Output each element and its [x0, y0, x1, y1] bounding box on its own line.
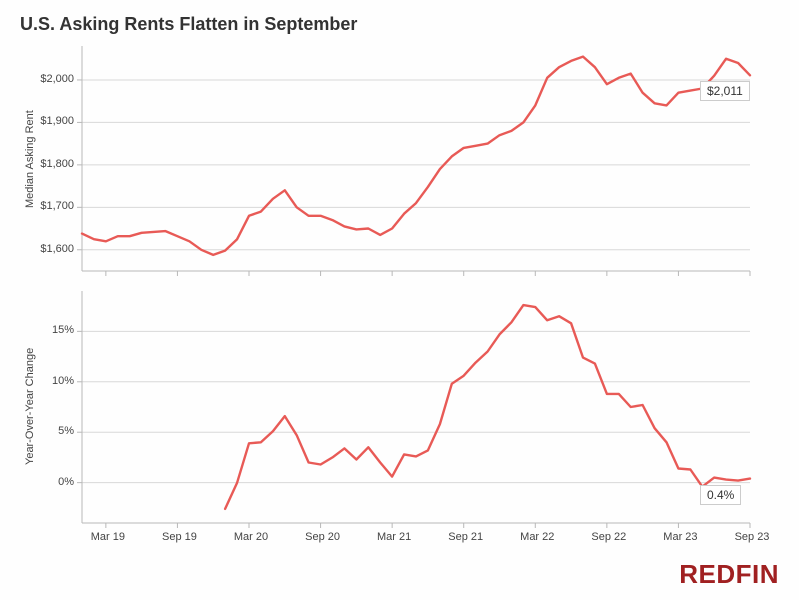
y-tick-label: $1,900 [40, 115, 74, 127]
y-tick-label: 0% [58, 476, 74, 488]
x-tick-label: Sep 20 [301, 531, 345, 543]
y-tick-label: $1,800 [40, 158, 74, 170]
x-tick-label: Sep 19 [157, 531, 201, 543]
rent-chart [0, 0, 799, 600]
yoy-end-label: 0.4% [700, 485, 741, 505]
redfin-logo: REDFIN [679, 559, 779, 590]
x-tick-label: Sep 21 [444, 531, 488, 543]
x-tick-label: Mar 21 [372, 531, 416, 543]
x-tick-label: Mar 23 [658, 531, 702, 543]
chart-title: U.S. Asking Rents Flatten in September [20, 14, 357, 35]
x-tick-label: Sep 22 [587, 531, 631, 543]
y-tick-label: 15% [52, 324, 74, 336]
rent-line [82, 57, 750, 255]
y-tick-label: $1,600 [40, 243, 74, 255]
x-tick-label: Mar 19 [86, 531, 130, 543]
x-tick-label: Sep 23 [730, 531, 774, 543]
yoy-ylabel: Year-Over-Year Change [24, 348, 36, 465]
x-tick-label: Mar 20 [229, 531, 273, 543]
y-tick-label: 10% [52, 375, 74, 387]
y-tick-label: 5% [58, 425, 74, 437]
yoy-line [225, 305, 750, 509]
rent-ylabel: Median Asking Rent [24, 110, 36, 208]
rent-end-label: $2,011 [700, 81, 750, 101]
y-tick-label: $2,000 [40, 73, 74, 85]
yoy-chart [0, 0, 799, 600]
y-tick-label: $1,700 [40, 200, 74, 212]
x-tick-label: Mar 22 [515, 531, 559, 543]
